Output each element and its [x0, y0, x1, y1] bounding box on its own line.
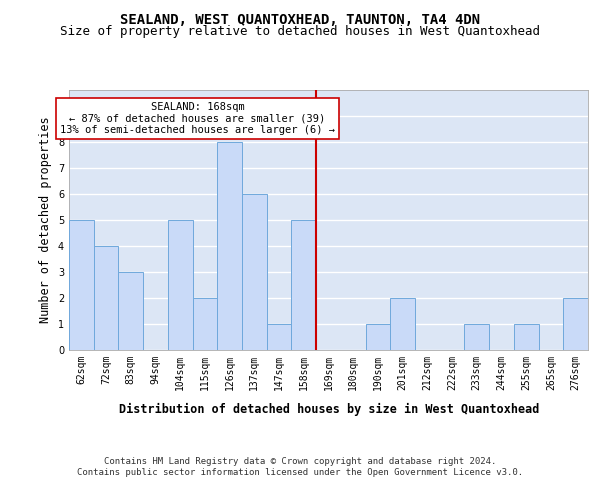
Bar [118, 272, 143, 350]
Bar [193, 298, 217, 350]
Bar [217, 142, 242, 350]
Text: Distribution of detached houses by size in West Quantoxhead: Distribution of detached houses by size … [119, 402, 539, 415]
Text: Size of property relative to detached houses in West Quantoxhead: Size of property relative to detached ho… [60, 25, 540, 38]
Bar [464, 324, 489, 350]
Bar [267, 324, 292, 350]
Bar [563, 298, 588, 350]
Bar [94, 246, 118, 350]
Bar [69, 220, 94, 350]
Bar [365, 324, 390, 350]
Text: SEALAND, WEST QUANTOXHEAD, TAUNTON, TA4 4DN: SEALAND, WEST QUANTOXHEAD, TAUNTON, TA4 … [120, 12, 480, 26]
Text: SEALAND: 168sqm
← 87% of detached houses are smaller (39)
13% of semi-detached h: SEALAND: 168sqm ← 87% of detached houses… [60, 102, 335, 135]
Y-axis label: Number of detached properties: Number of detached properties [40, 116, 52, 324]
Text: Contains HM Land Registry data © Crown copyright and database right 2024.
Contai: Contains HM Land Registry data © Crown c… [77, 458, 523, 477]
Bar [292, 220, 316, 350]
Bar [514, 324, 539, 350]
Bar [390, 298, 415, 350]
Bar [242, 194, 267, 350]
Bar [168, 220, 193, 350]
